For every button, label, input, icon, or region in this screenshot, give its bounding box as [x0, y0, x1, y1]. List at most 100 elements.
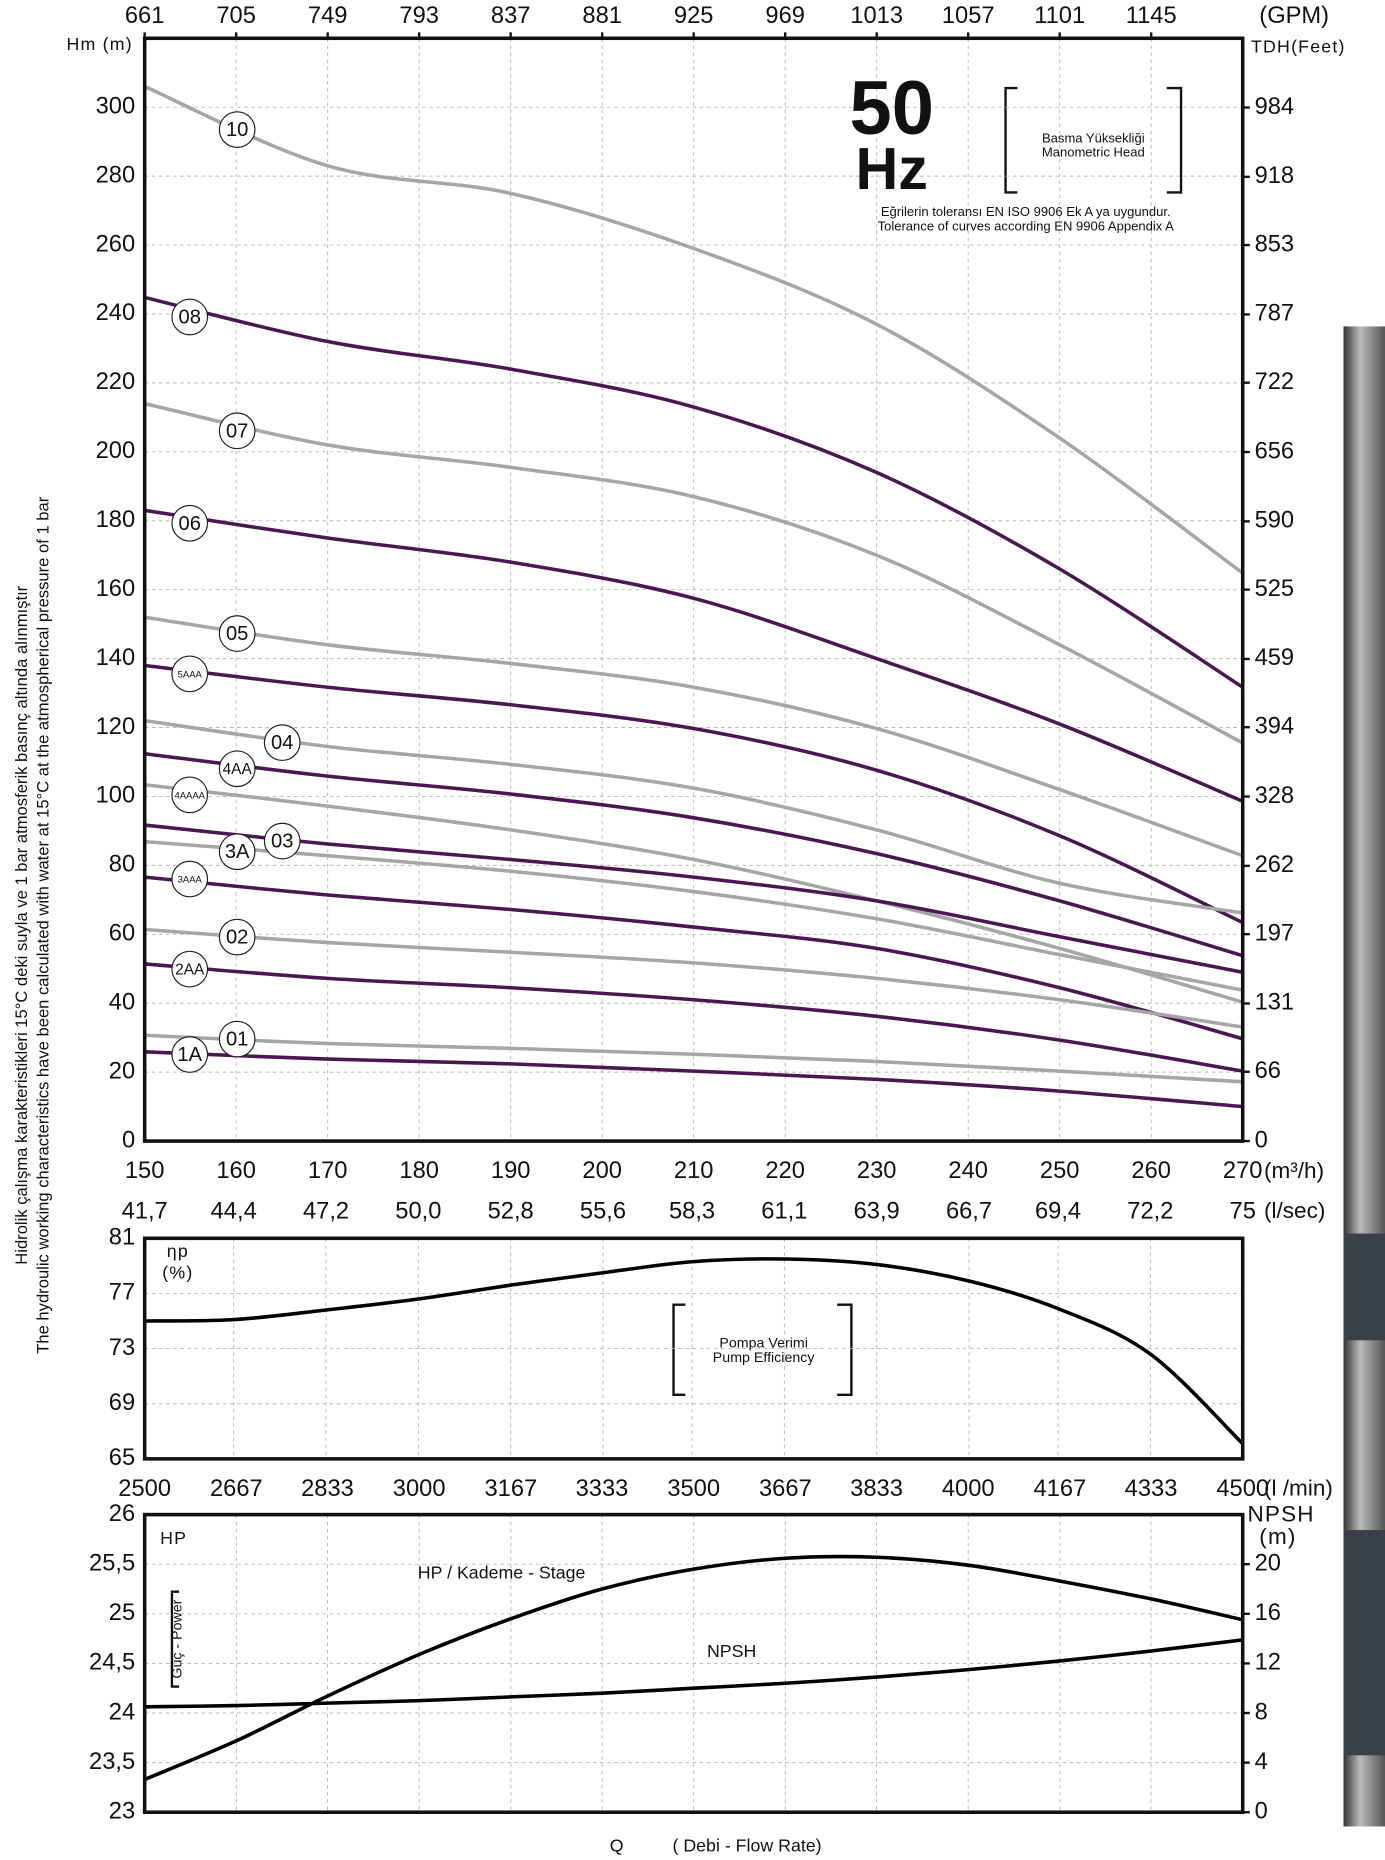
y2-tick-label: 853	[1255, 231, 1295, 257]
y-tick-label: 100	[96, 783, 136, 809]
y-tick-label: 25,5	[89, 1550, 135, 1576]
series-line	[144, 962, 1244, 1073]
series-line	[144, 508, 1244, 803]
y2-tick-label: 722	[1255, 369, 1295, 395]
series-line	[144, 1257, 1244, 1445]
y-tick-label: 60	[109, 921, 135, 947]
curve-tag-label: 07	[226, 420, 248, 442]
side-note: Hidrolik çalışma karakteristikleri 15°C …	[12, 585, 31, 1264]
annotation: Eğrilerin toleransı EN ISO 9906 Ek A ya …	[881, 204, 1171, 219]
x-tick-label: 170	[308, 1158, 348, 1184]
x2-tick-label: 837	[491, 3, 531, 29]
y2-tick-label: 394	[1255, 713, 1295, 739]
y2-tick-label: 590	[1255, 508, 1295, 534]
x-tick-label: 2667	[210, 1476, 263, 1502]
x-tick-label: 230	[857, 1158, 897, 1184]
annotation: 50	[850, 66, 934, 151]
annotation: Basma Yüksekliği	[1042, 131, 1145, 146]
y2-tick-label: 787	[1255, 301, 1295, 327]
curve-tag	[171, 298, 209, 336]
y2-tick-label: 918	[1255, 163, 1295, 189]
plot: 150 160 170 180 190 200 210 220 230 240 250 260 2700…	[66, 3, 1346, 1184]
x-tick-label: 3333	[576, 1476, 629, 1502]
x-tick-label: 2833	[301, 1476, 354, 1502]
plot: 41,7 44,4 47,2 50,0 52,8 55,6 58,3 61,1 63,9 66,7…	[109, 1198, 1326, 1471]
y-tick-label: 69	[109, 1390, 135, 1416]
axis-title: ( Debi - Flow Rate)	[673, 1835, 822, 1855]
y-tick-label: 140	[96, 645, 136, 671]
curve-tag	[263, 724, 301, 762]
annotation: Pompa Verimi	[719, 1336, 808, 1352]
y-tick-label: 280	[96, 162, 136, 188]
x-axis-title: (l/sec)	[1264, 1198, 1325, 1223]
x-tick-label: 260	[1131, 1158, 1171, 1184]
x-tick-label: 44,4	[211, 1198, 257, 1224]
series-line	[143, 84, 1244, 575]
x-tick-label: 200	[582, 1158, 622, 1184]
x2-tick-label: 1101	[1034, 3, 1085, 29]
y2-axis-title: TDH(Feet)	[1251, 36, 1346, 56]
x-tick-label: 250	[1040, 1158, 1080, 1184]
x-tick-label: 4167	[1034, 1476, 1087, 1502]
curve-tag	[171, 504, 209, 542]
y-tick-label: 160	[96, 576, 136, 602]
y2-tick-label: 66	[1255, 1058, 1281, 1084]
curve-tag-label: 08	[179, 306, 201, 328]
y-tick-label: 0	[122, 1127, 135, 1153]
curve-tag-label: 01	[226, 1029, 248, 1051]
y2-tick-label: 262	[1255, 852, 1295, 878]
x-tick-label: 220	[765, 1158, 805, 1184]
y2-tick-label: 525	[1255, 576, 1295, 602]
y2-tick-label: 12	[1255, 1650, 1281, 1676]
curve-tag	[218, 412, 256, 450]
y-tick-label: 220	[96, 369, 136, 395]
x2-tick-label: 1145	[1126, 3, 1177, 29]
annotation: Güç - Power	[170, 1599, 186, 1678]
x2-tick-label: 969	[765, 3, 805, 29]
curve-tag-label: 5AAA	[178, 670, 203, 681]
plot-frame	[142, 1236, 1245, 1461]
curve-tag-label: 2AA	[175, 961, 205, 978]
y2-tick-label: 0	[1255, 1798, 1268, 1824]
y-axis-title: HP	[160, 1528, 187, 1548]
series-line	[143, 1554, 1244, 1782]
x2-tick-label: 881	[582, 3, 622, 29]
axis-title: Q	[610, 1835, 624, 1855]
y2-tick-label: 20	[1255, 1550, 1281, 1576]
x-tick-label: 58,3	[669, 1198, 715, 1224]
x-tick-label: 72,2	[1127, 1198, 1173, 1224]
y-axis-title: (%)	[162, 1263, 193, 1283]
curve-tag	[218, 918, 256, 956]
x-tick-label: 69,4	[1035, 1198, 1081, 1224]
plot-frame	[142, 1512, 1245, 1815]
y-tick-label: 40	[109, 989, 135, 1015]
curve-tag-label: 4AAAA	[174, 791, 205, 802]
series-line	[144, 295, 1244, 689]
x2-axis-title: (GPM)	[1259, 3, 1329, 29]
y-tick-label: 23	[109, 1798, 135, 1824]
x-tick-label: 3833	[850, 1476, 903, 1502]
series-line	[144, 663, 1244, 925]
y2-axis-title: NPSH	[1247, 1502, 1314, 1527]
plot-frame	[142, 36, 1245, 1143]
y2-tick-label: 656	[1255, 438, 1295, 464]
curve-tag	[171, 950, 209, 988]
curve-tag-label: 3A	[225, 841, 250, 863]
y-tick-label: 180	[96, 507, 136, 533]
curve-tag	[171, 655, 209, 693]
x-tick-label: 41,7	[122, 1198, 168, 1224]
annotation: NPSH	[707, 1641, 756, 1661]
series-line	[144, 1050, 1243, 1109]
y-tick-label: 80	[109, 852, 135, 878]
annotation: Hz	[855, 135, 927, 202]
head-note-brackets	[170, 86, 1183, 1688]
curve-tag-label: 03	[271, 831, 293, 853]
x2-tick-label: 749	[308, 3, 348, 29]
curve-tag-label: 10	[226, 119, 248, 141]
series-line	[144, 823, 1244, 974]
y2-tick-label: 0	[1255, 1127, 1268, 1153]
y-tick-label: 65	[109, 1445, 135, 1471]
x2-tick-label: 1057	[942, 3, 995, 29]
